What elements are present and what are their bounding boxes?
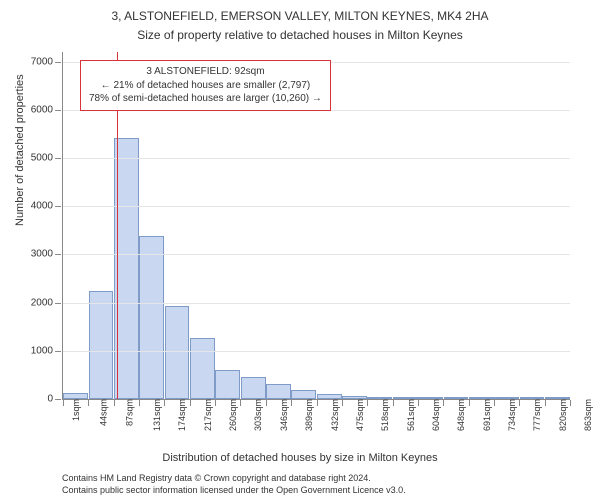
chart-titles: 3, ALSTONEFIELD, EMERSON VALLEY, MILTON …: [0, 0, 600, 44]
x-tick-label: 648sqm: [452, 399, 466, 431]
x-tick: [545, 400, 546, 406]
x-tick-label: 432sqm: [326, 399, 340, 431]
x-tick: [342, 400, 343, 406]
x-tick: [139, 400, 140, 406]
annotation-line-3: 78% of semi-detached houses are larger (…: [89, 92, 322, 106]
x-tick: [570, 400, 571, 406]
x-tick: [317, 400, 318, 406]
x-tick: [215, 400, 216, 406]
x-tick: [443, 400, 444, 406]
x-tick-label: 44sqm: [95, 399, 109, 426]
annotation-line-1: 3 ALSTONEFIELD: 92sqm: [89, 65, 322, 79]
y-tick-label: 3000: [31, 249, 63, 260]
x-tick-label: 863sqm: [579, 399, 593, 431]
x-tick: [418, 400, 419, 406]
histogram-bar: [241, 377, 266, 399]
gridline: [63, 303, 570, 304]
histogram-bar: [139, 236, 164, 399]
x-tick: [240, 400, 241, 406]
x-tick-label: 217sqm: [199, 399, 213, 431]
x-tick-label: 561sqm: [402, 399, 416, 431]
x-tick-label: 87sqm: [120, 399, 134, 426]
x-tick-label: 303sqm: [249, 399, 263, 431]
x-tick-label: 1sqm: [67, 399, 81, 421]
x-tick-label: 734sqm: [503, 399, 517, 431]
x-tick-label: 389sqm: [300, 399, 314, 431]
y-tick-label: 7000: [31, 56, 63, 67]
x-tick: [164, 400, 165, 406]
x-tick-label: 691sqm: [478, 399, 492, 431]
histogram-bar: [190, 338, 215, 399]
x-tick-label: 346sqm: [275, 399, 289, 431]
chart-title-main: 3, ALSTONEFIELD, EMERSON VALLEY, MILTON …: [0, 8, 600, 25]
gridline: [63, 254, 570, 255]
gridline: [63, 158, 570, 159]
gridline: [63, 206, 570, 207]
histogram-bar: [266, 384, 291, 399]
footer-line-1: Contains HM Land Registry data © Crown c…: [62, 472, 570, 484]
annotation-line-2: ← 21% of detached houses are smaller (2,…: [89, 79, 322, 93]
chart-title-sub: Size of property relative to detached ho…: [0, 27, 600, 44]
y-tick-label: 5000: [31, 153, 63, 164]
x-tick-label: 604sqm: [427, 399, 441, 431]
x-tick-label: 777sqm: [528, 399, 542, 431]
x-tick: [190, 400, 191, 406]
y-tick-label: 6000: [31, 104, 63, 115]
x-tick: [469, 400, 470, 406]
histogram-bar: [89, 291, 114, 399]
chart-footer: Contains HM Land Registry data © Crown c…: [62, 472, 570, 496]
x-tick-label: 131sqm: [148, 399, 162, 431]
y-tick-label: 1000: [31, 345, 63, 356]
y-tick-label: 2000: [31, 297, 63, 308]
footer-line-2: Contains public sector information licen…: [62, 484, 570, 496]
gridline: [63, 351, 570, 352]
x-tick-label: 174sqm: [173, 399, 187, 431]
x-tick-label: 475sqm: [351, 399, 365, 431]
chart-container: 3, ALSTONEFIELD, EMERSON VALLEY, MILTON …: [0, 0, 600, 500]
histogram-bar: [291, 390, 316, 399]
x-tick: [291, 400, 292, 406]
x-tick: [63, 400, 64, 406]
histogram-bar: [215, 370, 240, 399]
x-axis-label: Distribution of detached houses by size …: [0, 452, 600, 464]
marker-annotation-box: 3 ALSTONEFIELD: 92sqm ← 21% of detached …: [80, 60, 331, 111]
x-tick-label: 820sqm: [554, 399, 568, 431]
x-tick: [367, 400, 368, 406]
x-tick: [88, 400, 89, 406]
x-tick: [114, 400, 115, 406]
y-tick-label: 0: [47, 394, 63, 405]
x-tick-label: 260sqm: [224, 399, 238, 431]
x-tick-label: 518sqm: [376, 399, 390, 431]
x-tick: [266, 400, 267, 406]
y-tick-label: 4000: [31, 201, 63, 212]
x-tick: [519, 400, 520, 406]
histogram-bar: [165, 306, 190, 399]
x-tick: [393, 400, 394, 406]
y-axis-label: Number of detached properties: [14, 74, 26, 226]
x-tick: [494, 400, 495, 406]
